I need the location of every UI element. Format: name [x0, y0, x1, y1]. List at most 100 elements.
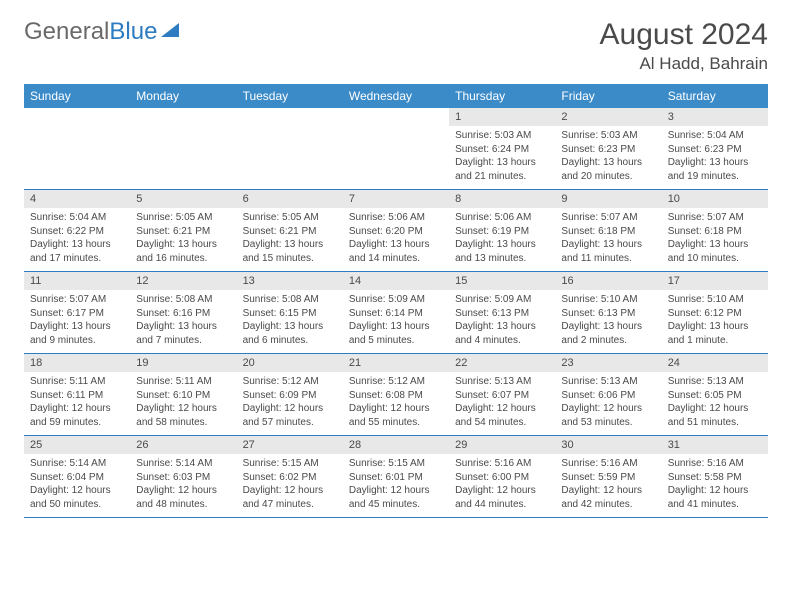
day-details: Sunrise: 5:09 AMSunset: 6:13 PMDaylight:…: [449, 290, 555, 353]
day-header-row: Sunday Monday Tuesday Wednesday Thursday…: [24, 84, 768, 108]
day-cell: 28Sunrise: 5:15 AMSunset: 6:01 PMDayligh…: [343, 436, 449, 518]
sunrise-text: Sunrise: 5:12 AM: [349, 375, 443, 389]
day-cell: [343, 108, 449, 190]
sunset-text: Sunset: 6:18 PM: [668, 225, 762, 239]
day-cell: 27Sunrise: 5:15 AMSunset: 6:02 PMDayligh…: [237, 436, 343, 518]
daylight-text: Daylight: 13 hours and 2 minutes.: [561, 320, 655, 347]
daylight-text: Daylight: 12 hours and 59 minutes.: [30, 402, 124, 429]
day-cell: 29Sunrise: 5:16 AMSunset: 6:00 PMDayligh…: [449, 436, 555, 518]
day-details: Sunrise: 5:03 AMSunset: 6:24 PMDaylight:…: [449, 126, 555, 189]
day-details: Sunrise: 5:05 AMSunset: 6:21 PMDaylight:…: [130, 208, 236, 271]
dayhead-tue: Tuesday: [237, 84, 343, 108]
day-cell: 18Sunrise: 5:11 AMSunset: 6:11 PMDayligh…: [24, 354, 130, 436]
day-details: Sunrise: 5:11 AMSunset: 6:10 PMDaylight:…: [130, 372, 236, 435]
sunset-text: Sunset: 6:21 PM: [243, 225, 337, 239]
day-cell: [24, 108, 130, 190]
sunset-text: Sunset: 6:07 PM: [455, 389, 549, 403]
day-details: Sunrise: 5:07 AMSunset: 6:18 PMDaylight:…: [555, 208, 661, 271]
week-row: 11Sunrise: 5:07 AMSunset: 6:17 PMDayligh…: [24, 272, 768, 354]
day-details: Sunrise: 5:05 AMSunset: 6:21 PMDaylight:…: [237, 208, 343, 271]
day-cell: 4Sunrise: 5:04 AMSunset: 6:22 PMDaylight…: [24, 190, 130, 272]
sunrise-text: Sunrise: 5:14 AM: [30, 457, 124, 471]
day-details: Sunrise: 5:07 AMSunset: 6:18 PMDaylight:…: [662, 208, 768, 271]
sunset-text: Sunset: 5:58 PM: [668, 471, 762, 485]
daylight-text: Daylight: 13 hours and 15 minutes.: [243, 238, 337, 265]
day-number: 20: [237, 354, 343, 372]
day-cell: 20Sunrise: 5:12 AMSunset: 6:09 PMDayligh…: [237, 354, 343, 436]
day-number: 17: [662, 272, 768, 290]
title-block: August 2024 Al Hadd, Bahrain: [600, 18, 768, 74]
day-details: Sunrise: 5:10 AMSunset: 6:12 PMDaylight:…: [662, 290, 768, 353]
daylight-text: Daylight: 12 hours and 58 minutes.: [136, 402, 230, 429]
daylight-text: Daylight: 12 hours and 51 minutes.: [668, 402, 762, 429]
sunset-text: Sunset: 6:19 PM: [455, 225, 549, 239]
day-number: 4: [24, 190, 130, 208]
sunrise-text: Sunrise: 5:06 AM: [455, 211, 549, 225]
day-number: 16: [555, 272, 661, 290]
day-number: 19: [130, 354, 236, 372]
day-cell: 11Sunrise: 5:07 AMSunset: 6:17 PMDayligh…: [24, 272, 130, 354]
sunrise-text: Sunrise: 5:11 AM: [136, 375, 230, 389]
logo-triangle-icon: [161, 18, 183, 46]
calendar-body: 1Sunrise: 5:03 AMSunset: 6:24 PMDaylight…: [24, 108, 768, 518]
daylight-text: Daylight: 13 hours and 14 minutes.: [349, 238, 443, 265]
sunrise-text: Sunrise: 5:13 AM: [668, 375, 762, 389]
day-number: 26: [130, 436, 236, 454]
sunset-text: Sunset: 6:23 PM: [561, 143, 655, 157]
sunset-text: Sunset: 6:08 PM: [349, 389, 443, 403]
sunrise-text: Sunrise: 5:07 AM: [668, 211, 762, 225]
day-number: 13: [237, 272, 343, 290]
day-cell: 19Sunrise: 5:11 AMSunset: 6:10 PMDayligh…: [130, 354, 236, 436]
sunrise-text: Sunrise: 5:04 AM: [30, 211, 124, 225]
day-cell: [130, 108, 236, 190]
daylight-text: Daylight: 13 hours and 19 minutes.: [668, 156, 762, 183]
sunrise-text: Sunrise: 5:15 AM: [349, 457, 443, 471]
day-details: Sunrise: 5:13 AMSunset: 6:07 PMDaylight:…: [449, 372, 555, 435]
day-number: 21: [343, 354, 449, 372]
day-cell: 22Sunrise: 5:13 AMSunset: 6:07 PMDayligh…: [449, 354, 555, 436]
sunrise-text: Sunrise: 5:05 AM: [243, 211, 337, 225]
day-details: Sunrise: 5:08 AMSunset: 6:16 PMDaylight:…: [130, 290, 236, 353]
day-cell: 9Sunrise: 5:07 AMSunset: 6:18 PMDaylight…: [555, 190, 661, 272]
daylight-text: Daylight: 13 hours and 9 minutes.: [30, 320, 124, 347]
daylight-text: Daylight: 13 hours and 10 minutes.: [668, 238, 762, 265]
day-cell: 1Sunrise: 5:03 AMSunset: 6:24 PMDaylight…: [449, 108, 555, 190]
month-year-title: August 2024: [600, 18, 768, 52]
daylight-text: Daylight: 12 hours and 41 minutes.: [668, 484, 762, 511]
page-header: GeneralBlue August 2024 Al Hadd, Bahrain: [24, 18, 768, 74]
dayhead-wed: Wednesday: [343, 84, 449, 108]
day-cell: 31Sunrise: 5:16 AMSunset: 5:58 PMDayligh…: [662, 436, 768, 518]
logo-text-blue: Blue: [109, 18, 157, 46]
sunrise-text: Sunrise: 5:09 AM: [455, 293, 549, 307]
day-cell: 24Sunrise: 5:13 AMSunset: 6:05 PMDayligh…: [662, 354, 768, 436]
day-details: Sunrise: 5:04 AMSunset: 6:23 PMDaylight:…: [662, 126, 768, 189]
sunrise-text: Sunrise: 5:13 AM: [561, 375, 655, 389]
day-details: Sunrise: 5:12 AMSunset: 6:08 PMDaylight:…: [343, 372, 449, 435]
day-details: Sunrise: 5:07 AMSunset: 6:17 PMDaylight:…: [24, 290, 130, 353]
sunrise-text: Sunrise: 5:07 AM: [30, 293, 124, 307]
daylight-text: Daylight: 13 hours and 6 minutes.: [243, 320, 337, 347]
day-cell: 23Sunrise: 5:13 AMSunset: 6:06 PMDayligh…: [555, 354, 661, 436]
sunset-text: Sunset: 5:59 PM: [561, 471, 655, 485]
daylight-text: Daylight: 12 hours and 57 minutes.: [243, 402, 337, 429]
daylight-text: Daylight: 12 hours and 48 minutes.: [136, 484, 230, 511]
day-cell: 21Sunrise: 5:12 AMSunset: 6:08 PMDayligh…: [343, 354, 449, 436]
day-cell: 13Sunrise: 5:08 AMSunset: 6:15 PMDayligh…: [237, 272, 343, 354]
day-details: Sunrise: 5:03 AMSunset: 6:23 PMDaylight:…: [555, 126, 661, 189]
dayhead-sat: Saturday: [662, 84, 768, 108]
daylight-text: Daylight: 12 hours and 47 minutes.: [243, 484, 337, 511]
day-cell: 7Sunrise: 5:06 AMSunset: 6:20 PMDaylight…: [343, 190, 449, 272]
day-number: 18: [24, 354, 130, 372]
day-number: 11: [24, 272, 130, 290]
sunset-text: Sunset: 6:03 PM: [136, 471, 230, 485]
day-details: Sunrise: 5:11 AMSunset: 6:11 PMDaylight:…: [24, 372, 130, 435]
day-details: Sunrise: 5:14 AMSunset: 6:04 PMDaylight:…: [24, 454, 130, 517]
day-number: 15: [449, 272, 555, 290]
daylight-text: Daylight: 12 hours and 44 minutes.: [455, 484, 549, 511]
day-details: [343, 114, 449, 172]
day-number: 25: [24, 436, 130, 454]
sunrise-text: Sunrise: 5:12 AM: [243, 375, 337, 389]
day-cell: 15Sunrise: 5:09 AMSunset: 6:13 PMDayligh…: [449, 272, 555, 354]
daylight-text: Daylight: 12 hours and 45 minutes.: [349, 484, 443, 511]
sunset-text: Sunset: 6:11 PM: [30, 389, 124, 403]
